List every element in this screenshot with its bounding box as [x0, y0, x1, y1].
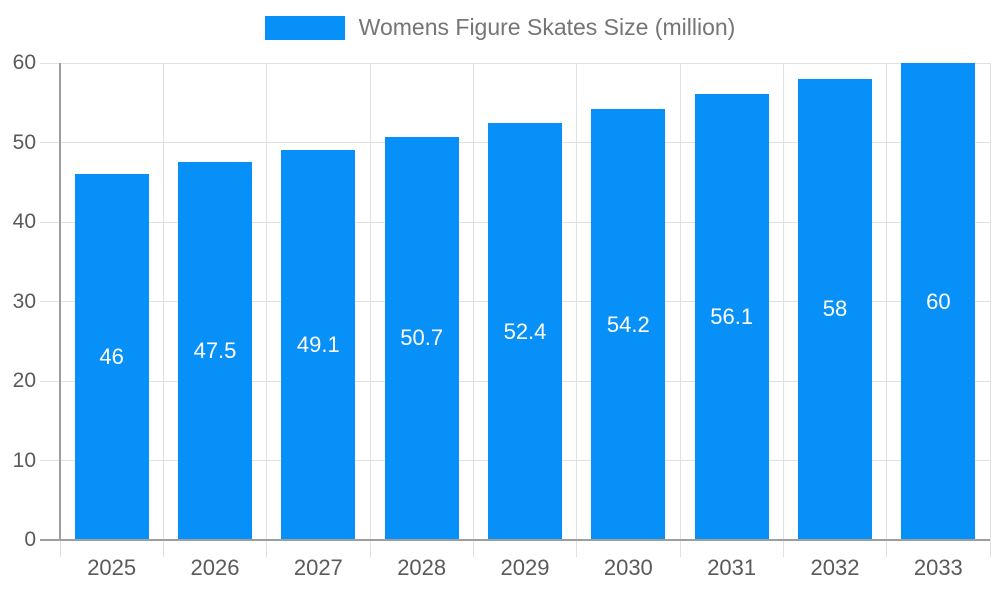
x-gridline [162, 63, 164, 540]
x-axis-tick-label: 2032 [810, 555, 860, 580]
bar-2030[interactable] [591, 109, 666, 540]
y-axis-tick-label: 10 [12, 448, 36, 472]
x-gridline [472, 63, 474, 540]
bar-value-label: 46 [99, 344, 124, 370]
x-axis-tick-label: 2028 [397, 555, 447, 580]
x-axis-tick [266, 540, 268, 557]
x-gridline [679, 63, 681, 540]
x-gridline [782, 63, 784, 540]
y-axis-tick-label: 60 [12, 51, 36, 74]
bar-value-label: 56.1 [710, 304, 754, 329]
x-axis-tick-label: 2029 [500, 555, 550, 580]
x-gridline [369, 63, 371, 540]
x-axis-tick [576, 540, 578, 557]
x-axis-tick [369, 540, 371, 557]
x-gridline [886, 63, 888, 540]
x-axis-tick-label: 2026 [190, 555, 240, 580]
x-axis-tick-label: 2031 [707, 555, 757, 580]
x-axis-tick [886, 540, 888, 557]
bar-2033[interactable] [901, 63, 976, 540]
x-axis-tick [162, 540, 164, 557]
bar-2031[interactable] [694, 94, 769, 540]
legend-label: Womens Figure Skates Size (million) [358, 14, 736, 40]
legend-swatch [264, 15, 345, 40]
bar-value-label: 54.2 [606, 311, 650, 337]
x-axis-tick [782, 540, 784, 557]
x-gridline [576, 63, 578, 540]
bar-2029[interactable] [488, 123, 562, 540]
x-axis-tick-label: 2025 [87, 555, 137, 580]
bar-2026[interactable] [178, 162, 252, 540]
x-axis-tick [472, 540, 474, 557]
bar-value-label: 47.5 [193, 338, 237, 364]
y-axis-tick-label: 30 [12, 289, 36, 313]
y-axis-tick-label: 50 [12, 130, 36, 154]
legend[interactable]: Womens Figure Skates Size (million) [0, 14, 1000, 41]
bar-2027[interactable] [281, 149, 356, 540]
x-axis-line [40, 539, 990, 541]
bar-value-label: 49.1 [296, 331, 340, 357]
y-gridline [40, 62, 990, 64]
x-axis-tick-label: 2030 [603, 555, 653, 580]
x-gridline [266, 63, 268, 540]
x-axis-tick [59, 540, 61, 557]
bar-2028[interactable] [384, 136, 459, 540]
bar-value-label: 50.7 [400, 325, 444, 351]
bar-2025[interactable] [74, 174, 149, 540]
x-axis-tick [679, 540, 681, 557]
x-gridline [989, 63, 991, 540]
x-axis-tick [989, 540, 991, 557]
x-axis-tick-label: 2033 [913, 555, 963, 580]
y-axis-line [59, 63, 61, 541]
x-axis-tick-label: 2027 [293, 555, 343, 580]
bar-2032[interactable] [798, 78, 872, 540]
bar-value-label: 52.4 [503, 318, 547, 344]
bar-value-label: 60 [926, 288, 951, 314]
y-axis-tick-label: 20 [12, 369, 36, 392]
y-axis-tick-label: 40 [12, 210, 36, 233]
bar-value-label: 58 [822, 296, 848, 322]
y-axis-tick-label: 0 [24, 528, 36, 551]
